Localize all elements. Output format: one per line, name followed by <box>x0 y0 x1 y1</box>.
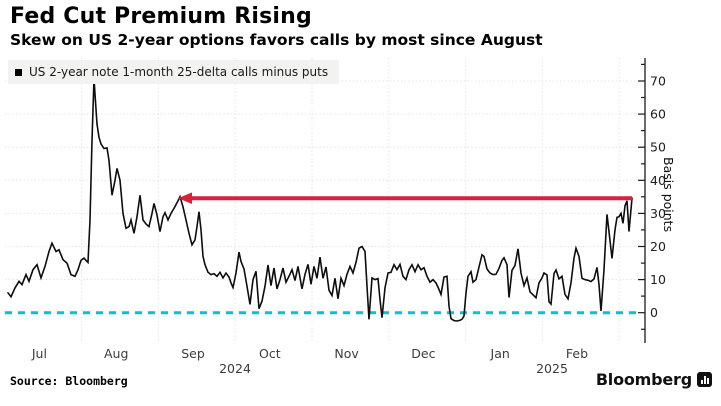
x-axis-month-label: Sep <box>181 346 205 361</box>
y-axis-tick-label: 20 <box>650 239 666 254</box>
bloomberg-brand: Bloomberg <box>596 370 712 389</box>
y-axis-tick-label: 40 <box>650 173 666 188</box>
legend-label: US 2-year note 1-month 25-delta calls mi… <box>29 65 329 79</box>
x-axis-month-label: Oct <box>259 346 281 361</box>
y-axis-tick-label: 0 <box>650 305 658 320</box>
x-axis-year-label: 2024 <box>219 361 251 376</box>
y-gridlines <box>5 80 645 281</box>
chart-subtitle: Skew on US 2-year options favors calls b… <box>10 31 543 49</box>
chart-title: Fed Cut Premium Rising <box>10 4 312 29</box>
legend-swatch-icon <box>15 68 22 76</box>
y-axis-tick-labels: 0 10 20 30 40 50 60 70 <box>650 74 666 321</box>
annotation-arrowhead-icon <box>178 192 192 204</box>
y-axis-tick-label: 50 <box>650 140 666 155</box>
y-axis-tick-label: 30 <box>650 206 666 221</box>
x-axis-month-label: Jan <box>490 346 510 361</box>
month-gridlines <box>81 58 620 343</box>
legend: US 2-year note 1-month 25-delta calls mi… <box>8 60 340 84</box>
x-axis-month-label: Aug <box>104 346 128 361</box>
y-axis-ticks <box>638 63 645 330</box>
x-axis-month-label: Nov <box>334 346 359 361</box>
x-axis-month-label: Feb <box>566 346 588 361</box>
skew-data-line <box>7 78 633 322</box>
y-axis-tick-label: 70 <box>650 74 666 89</box>
bloomberg-wordmark: Bloomberg <box>595 370 692 389</box>
y-axis-tick-label: 10 <box>650 272 666 287</box>
x-axis-year-label: 2025 <box>536 361 568 376</box>
x-axis-labels: Jul Aug Sep Oct Nov Dec Jan Feb 2024 2025 <box>31 346 588 376</box>
x-axis-month-label: Jul <box>31 346 47 361</box>
annotation-arrow <box>178 192 632 204</box>
y-axis-tick-label: 60 <box>650 107 666 122</box>
source-note: Source: Bloomberg <box>10 374 128 388</box>
bloomberg-logo-icon <box>697 372 712 387</box>
x-axis-month-label: Dec <box>411 346 435 361</box>
